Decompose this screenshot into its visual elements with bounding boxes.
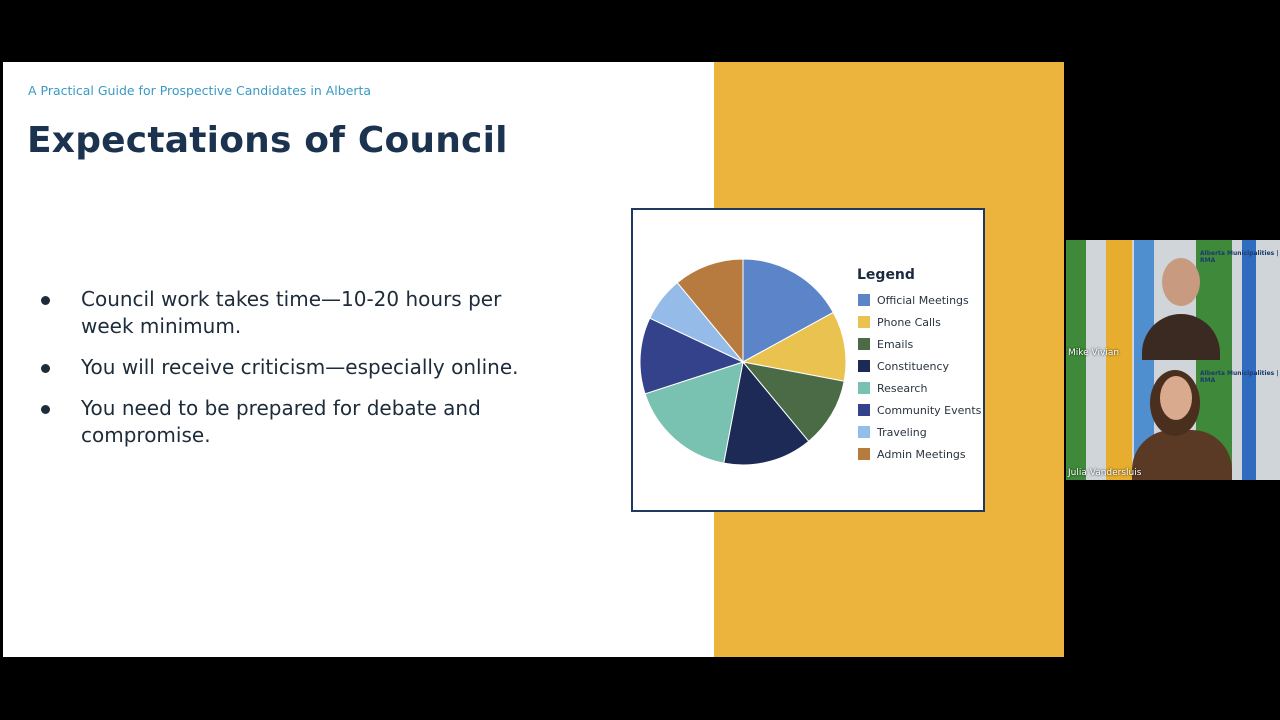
- legend-swatch: [858, 404, 870, 416]
- bullet-text: You will receive criticism—especially on…: [81, 355, 519, 379]
- legend-swatch: [858, 382, 870, 394]
- person-head: [1160, 376, 1192, 420]
- logo-text: Alberta Municipalities | RMA: [1200, 250, 1279, 264]
- pie-slice: [723, 360, 810, 466]
- legend-label: Constituency: [877, 360, 950, 373]
- bullet-list: Council work takes time—10-20 hours per …: [41, 286, 521, 463]
- pie-slice: [741, 311, 847, 382]
- bullet-icon: [41, 405, 50, 414]
- bullet-text: Council work takes time—10-20 hours per …: [81, 287, 502, 338]
- logo-text: Alberta Municipalities | RMA: [1200, 370, 1279, 384]
- bullet-item: Council work takes time—10-20 hours per …: [41, 286, 521, 340]
- pie-slice: [639, 317, 745, 395]
- bullet-icon: [41, 364, 50, 373]
- legend-swatch: [858, 316, 870, 328]
- legend-swatch: [858, 448, 870, 460]
- legend-label: Emails: [877, 338, 914, 351]
- pie-slice: [742, 258, 834, 363]
- legend-swatch: [858, 294, 870, 306]
- legend-label: Research: [877, 382, 927, 395]
- bullet-text: You need to be prepared for debate and c…: [81, 396, 481, 447]
- person-head: [1162, 258, 1200, 306]
- bullet-item: You need to be prepared for debate and c…: [41, 395, 521, 449]
- legend-title: Legend: [857, 267, 915, 283]
- pie-slice: [741, 361, 845, 443]
- background-stripe: [1242, 240, 1256, 360]
- background-stripe: [1066, 360, 1086, 480]
- pie-slice: [644, 361, 744, 464]
- background-stripe: [1106, 240, 1132, 360]
- pie-slice: [676, 258, 744, 364]
- pie-chart: Legend Official Meetings Phone Calls Emails…: [639, 258, 982, 466]
- background-stripe: [1242, 360, 1256, 480]
- presentation-slide: A Practical Guide for Prospective Candid…: [3, 62, 1064, 657]
- person-body: [1132, 430, 1232, 480]
- legend-label: Official Meetings: [877, 294, 969, 307]
- slide-title: Expectations of Council: [27, 120, 508, 161]
- bullet-icon: [41, 296, 50, 305]
- legend-swatch: [858, 360, 870, 372]
- video-tile-mike[interactable]: Alberta Municipalities | RMA Mike Vivian: [1066, 240, 1280, 360]
- background-stripe: [1106, 360, 1132, 480]
- legend-label: Traveling: [876, 426, 927, 439]
- participant-name: Mike Vivian: [1068, 348, 1120, 358]
- bullet-item: You will receive criticism—especially on…: [41, 354, 521, 381]
- slide-kicker: A Practical Guide for Prospective Candid…: [28, 83, 372, 98]
- legend-swatch: [858, 426, 870, 438]
- legend-label: Community Events: [877, 404, 982, 417]
- legend-swatch: [858, 338, 870, 350]
- legend-label: Phone Calls: [877, 316, 941, 329]
- pie-chart-card: Legend Official Meetings Phone Calls Emails…: [631, 208, 985, 512]
- participant-name: Julia Vandersluis: [1068, 468, 1142, 478]
- video-tile-julia[interactable]: Alberta Municipalities | RMA Julia Vande…: [1066, 360, 1280, 480]
- legend-label: Admin Meetings: [877, 448, 966, 461]
- background-stripe: [1066, 240, 1086, 360]
